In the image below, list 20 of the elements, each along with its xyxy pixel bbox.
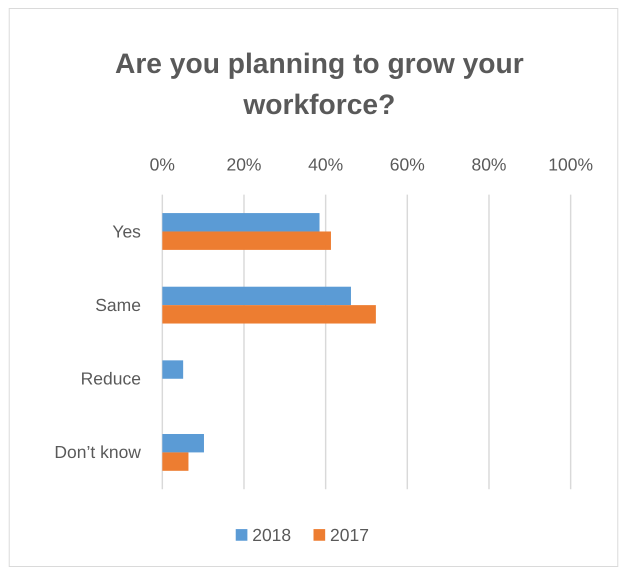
y-tick-label: Reduce bbox=[80, 368, 141, 389]
y-tick-label: Same bbox=[95, 294, 141, 315]
bar bbox=[162, 213, 320, 232]
bar bbox=[162, 360, 184, 379]
bar bbox=[162, 452, 188, 471]
x-tick-label: 20% bbox=[226, 154, 262, 174]
x-tick-label: 60% bbox=[390, 154, 425, 174]
x-tick-label: 80% bbox=[471, 154, 506, 174]
legend-label: 2018 bbox=[252, 524, 292, 545]
x-tick-label: 0% bbox=[150, 154, 175, 174]
chart-title: Are you planning to grow your workforce? bbox=[114, 47, 524, 120]
y-tick-label: Don’t know bbox=[54, 442, 142, 462]
bar bbox=[162, 231, 331, 250]
bar bbox=[162, 434, 204, 452]
y-tick-label: Yes bbox=[112, 221, 142, 242]
x-tick-label: 40% bbox=[308, 154, 344, 174]
legend-label: 2017 bbox=[330, 524, 369, 545]
x-tick-label: 100% bbox=[548, 154, 593, 174]
bar bbox=[162, 305, 376, 324]
bar bbox=[162, 286, 351, 306]
